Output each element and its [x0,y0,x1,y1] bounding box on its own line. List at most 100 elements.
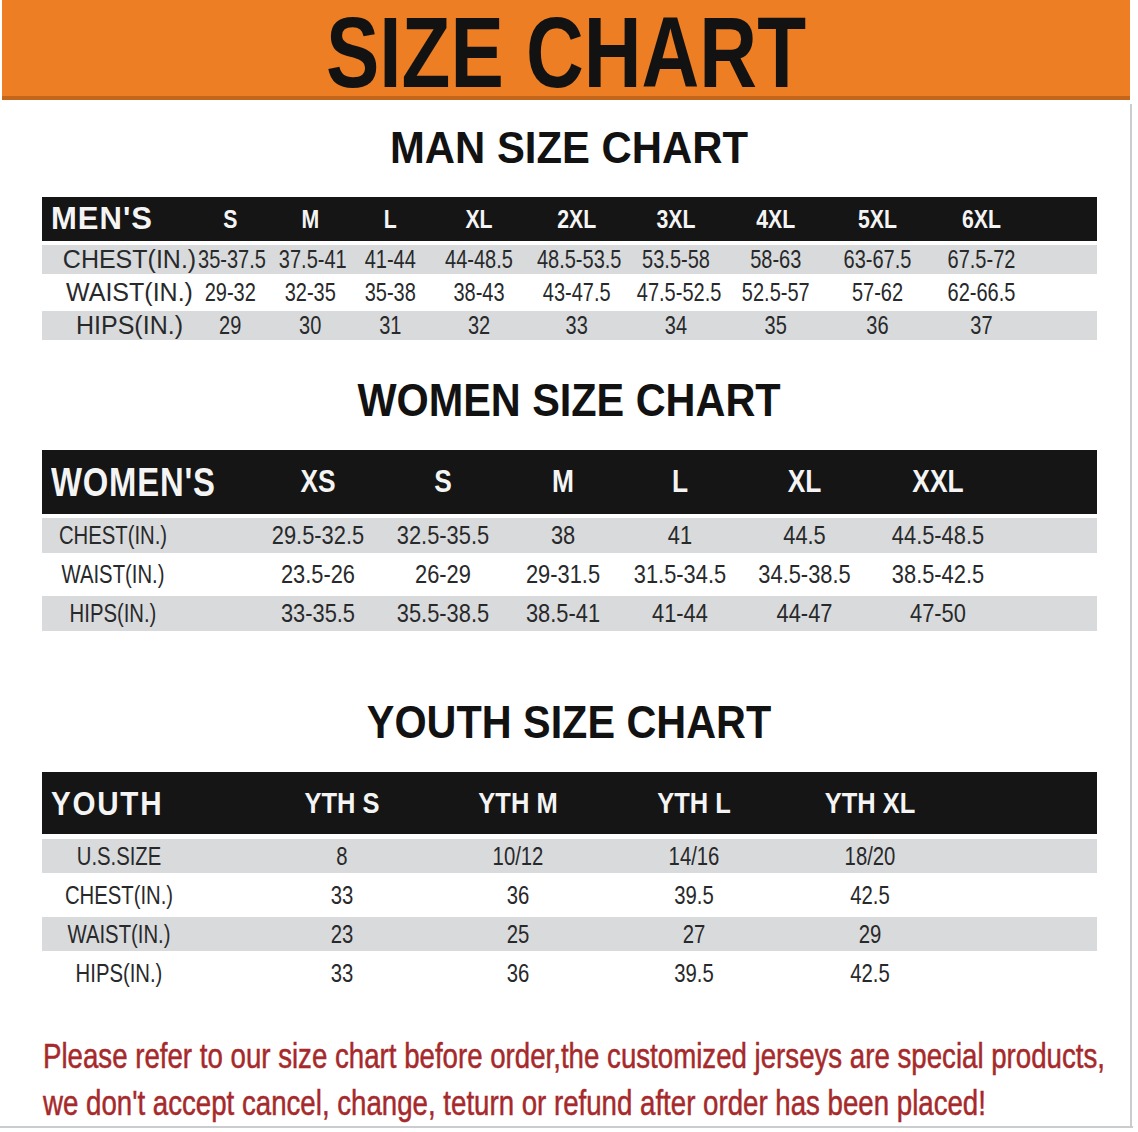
table-row: WAIST(IN.)29-3232-3535-3838-4343-47.547.… [42,274,1097,307]
cell-value: 35 [735,311,816,340]
spacer-cell [1006,514,1097,553]
cell-value: 36 [837,311,919,340]
cell: 41-44 [621,592,739,631]
cell: 29 [782,912,958,951]
men-size-table: MEN'SSMLXL2XL3XL4XL5XL6XLCHEST(IN.)35-37… [42,197,1097,340]
cell-value: 29 [801,919,938,950]
cell: 29.5-32.5 [255,514,381,553]
row-label: CHEST(IN.) [42,514,255,553]
scan-edge-right [1130,104,1132,1128]
column-header: 4XL [725,197,826,241]
cell-value: 27 [625,919,762,950]
cell-value: 35-38 [357,278,423,307]
cell: 38.5-42.5 [870,553,1006,592]
column-header-text: XS [264,464,371,500]
cell: 53.5-58 [627,241,725,274]
spacer-cell [1034,307,1097,340]
table-corner-label: YOUTH [42,772,254,834]
cell: 35-38 [349,274,432,307]
cell-value: 38.5-41 [514,598,611,629]
cell-value: 42.5 [801,880,938,911]
spacer-cell [1006,553,1097,592]
cell-value: 29-32 [198,278,262,307]
column-header: XL [431,197,527,241]
spacer-cell [1034,197,1097,241]
cell-value: 14/16 [625,841,762,872]
cell-value: 63-67.5 [837,245,919,274]
cell: 29-32 [190,274,270,307]
cell: 27 [606,912,782,951]
table-row: CHEST(IN.)35-37.537.5-4141-4444-48.548.5… [42,241,1097,274]
cell-value: 26-29 [391,559,495,590]
column-header: L [621,450,739,514]
column-header-text: YTH L [619,786,769,820]
table-header-row: WOMEN'SXSSMLXLXXL [42,450,1097,514]
spacer-cell [958,951,1097,990]
cell-value: 33-35.5 [265,598,371,629]
cell: 44-47 [739,592,870,631]
cell: 33-35.5 [255,592,381,631]
cell-value: 36 [449,880,586,911]
cell: 42.5 [782,873,958,912]
column-header-text: XL [439,205,521,234]
cell: 35 [725,307,826,340]
cell: 39.5 [606,873,782,912]
cell-value: 53.5-58 [637,245,715,274]
cell: 32-35 [271,274,349,307]
cell: 38 [505,514,621,553]
cell: 37 [929,307,1034,340]
cell: 26-29 [381,553,505,592]
column-header: YTH M [430,772,606,834]
column-header: YTH XL [782,772,958,834]
column-header-text: YTH M [443,786,593,820]
row-label-text: HIPS(IN.) [58,598,169,629]
cell-value: 47.5-52.5 [637,278,715,307]
cell: 41 [621,514,739,553]
cell-value: 18/20 [801,841,938,872]
cell-value: 31.5-34.5 [630,559,729,590]
row-label: WAIST(IN.) [42,274,190,307]
table-corner-text: WOMEN'S [51,460,218,505]
cell: 34.5-38.5 [739,553,870,592]
table-row: WAIST(IN.)23.5-2626-2929-31.531.5-34.534… [42,553,1097,592]
cell: 35-37.5 [190,241,270,274]
column-header-text: 6XL [937,205,1026,234]
row-label: CHEST(IN.) [42,873,254,912]
table-header-row: MEN'SSMLXL2XL3XL4XL5XL6XL [42,197,1097,241]
row-label: U.S.SIZE [42,834,254,873]
row-label: WAIST(IN.) [42,912,254,951]
cell: 30 [271,307,349,340]
cell: 29-31.5 [505,553,621,592]
table-row: CHEST(IN.)333639.542.5 [42,873,1097,912]
row-label: WAIST(IN.) [42,553,255,592]
cell-value: 41-44 [630,598,729,629]
column-header-text: 2XL [535,205,620,234]
column-header-text: L [630,464,730,500]
cell: 23 [254,912,430,951]
column-header-text: L [355,205,425,234]
table-row: HIPS(IN.)293031323334353637 [42,307,1097,340]
column-header-text: XXL [880,464,996,500]
cell-value: 44-47 [749,598,859,629]
youth-size-table: YOUTHYTH SYTH MYTH LYTH XLU.S.SIZE810/12… [42,772,1097,990]
cell-value: 23 [273,919,410,950]
cell-value: 38.5-42.5 [881,559,995,590]
cell-value: 38-43 [441,278,518,307]
cell: 25 [430,912,606,951]
table-corner-label: WOMEN'S [42,450,255,514]
spacer-cell [958,912,1097,951]
cell-value: 10/12 [449,841,586,872]
cell: 47.5-52.5 [627,274,725,307]
table-corner-label: MEN'S [42,197,190,241]
cell-value: 39.5 [625,958,762,989]
column-header-text: S [196,205,264,234]
spacer-cell [1006,592,1097,631]
column-header: M [271,197,349,241]
cell-value: 57-62 [837,278,919,307]
row-label-text: WAIST(IN.) [42,278,217,307]
cell-value: 37.5-41 [278,245,341,274]
cell: 32 [431,307,527,340]
cell: 33 [527,307,626,340]
row-label-text: WAIST(IN.) [59,919,179,950]
cell: 57-62 [826,274,929,307]
